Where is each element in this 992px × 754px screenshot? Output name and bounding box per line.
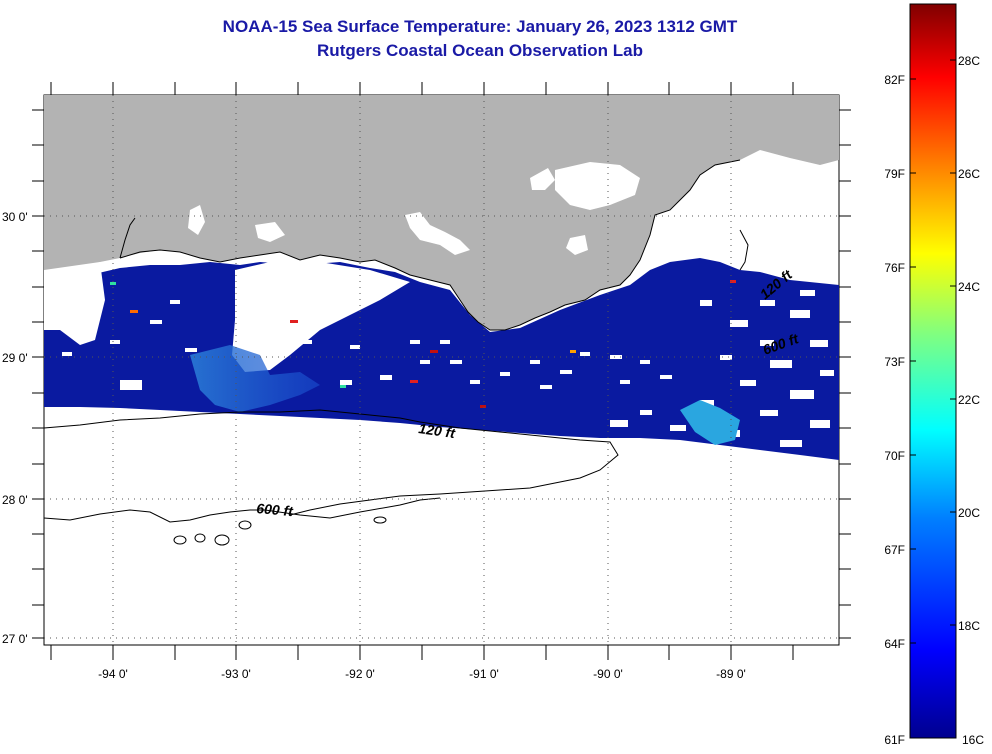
colorbar-label-c: 28C [958, 54, 980, 68]
cloud-patch [566, 235, 588, 255]
longitude-label: -93 0' [221, 667, 251, 681]
colorbar-label-f: 64F [884, 637, 905, 651]
colorbar-label-c: 22C [958, 393, 980, 407]
colorbar-label-c: 16C [962, 733, 984, 747]
map-title: NOAA-15 Sea Surface Temperature: January… [222, 17, 738, 36]
warm-speckles [110, 280, 736, 408]
longitude-label: -91 0' [469, 667, 499, 681]
contour-islands [173, 516, 387, 546]
cloud-patch [405, 212, 470, 255]
longitude-label: -89 0' [716, 667, 746, 681]
colorbar-label-f: 79F [884, 167, 905, 181]
contour-600ft [44, 497, 441, 523]
longitude-label: -90 0' [593, 667, 623, 681]
longitude-label: -92 0' [345, 667, 375, 681]
cloud-patch [255, 222, 285, 242]
gridlines [44, 95, 839, 645]
colorbar-label-c: 18C [958, 619, 980, 633]
land-mass [44, 95, 839, 330]
coastline [119, 159, 741, 331]
colorbar-label-c: 26C [958, 167, 980, 181]
latitude-label: 27 0' [2, 632, 28, 646]
cloud-streak [232, 262, 410, 372]
map-subtitle: Rutgers Coastal Ocean Observation Lab [317, 41, 643, 60]
cloud-dashes [62, 300, 672, 390]
cloud-speckles [610, 290, 834, 447]
colorbar-label-f: 73F [884, 355, 905, 369]
longitude-label: -94 0' [98, 667, 128, 681]
contour-label: 120 ft [418, 420, 458, 441]
temperature-colorbar [909, 3, 957, 739]
colorbar-label-f: 61F [884, 733, 905, 747]
latitude-label: 28 0' [2, 493, 28, 507]
colorbar-label-f: 82F [884, 73, 905, 87]
cloud-patch [555, 162, 640, 210]
cloud-patch [188, 205, 205, 235]
colorbar-label-f: 67F [884, 543, 905, 557]
colorbar-label-f: 76F [884, 261, 905, 275]
cloud-streak [44, 262, 105, 345]
colorbar-label-f: 70F [884, 449, 905, 463]
warm-plume [190, 345, 320, 412]
contour-120ft [44, 409, 619, 516]
cyan-patch [680, 400, 740, 445]
coastline [739, 229, 749, 271]
cloud-patch [530, 168, 555, 190]
latitude-label: 29 0' [2, 351, 28, 365]
colorbar-ticks [910, 59, 956, 644]
axis-ticks [32, 82, 851, 660]
contour-label: 600 ft [256, 500, 295, 519]
colorbar-label-c: 24C [958, 280, 980, 294]
coastline [119, 217, 136, 259]
colorbar-label-c: 20C [958, 506, 980, 520]
latitude-label: 30 0' [2, 210, 28, 224]
